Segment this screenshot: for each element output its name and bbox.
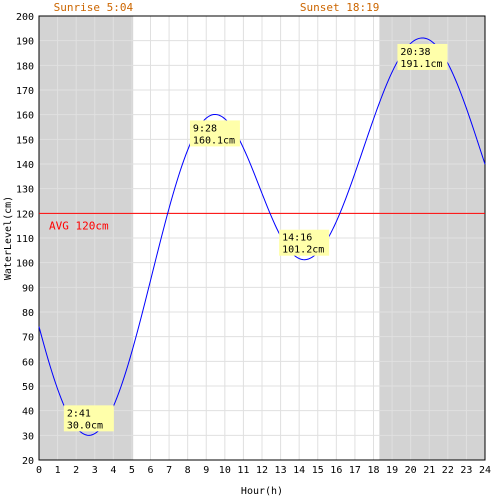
extremum-level-label: 191.1cm (400, 59, 442, 70)
x-tick-label: 12 (256, 465, 268, 476)
plot-border (38, 15, 486, 461)
x-tick-label: 3 (92, 465, 98, 476)
y-tick-label: 180 (16, 61, 34, 72)
y-tick-label: 190 (16, 37, 34, 48)
y-axis-label: WaterLevel(cm) (3, 196, 14, 280)
y-tick-label: 120 (16, 209, 34, 220)
extremum-callout-box (63, 405, 114, 432)
y-tick-label: 70 (22, 333, 34, 344)
extremum-level-label: 30.0cm (67, 420, 103, 431)
sunrise-label: Sunrise 5:04 (54, 1, 134, 14)
average-label: AVG 120cm (49, 219, 109, 232)
x-tick-label: 21 (423, 465, 435, 476)
x-tick-label: 11 (237, 465, 249, 476)
x-tick-label: 13 (275, 465, 287, 476)
y-tick-label: 150 (16, 135, 34, 146)
extremum-callout-box (189, 120, 240, 147)
x-tick-label: 15 (312, 465, 324, 476)
x-axis-label: Hour(h) (241, 486, 283, 497)
x-tick-label: 18 (367, 465, 379, 476)
x-tick-label: 17 (349, 465, 361, 476)
x-tick-label: 16 (330, 465, 342, 476)
extremum-level-label: 101.2cm (282, 245, 324, 256)
y-tick-label: 140 (16, 160, 34, 171)
x-tick-label: 5 (129, 465, 135, 476)
x-tick-label: 9 (203, 465, 209, 476)
y-tick-label: 170 (16, 86, 34, 97)
y-tick-label: 100 (16, 259, 34, 270)
x-tick-label: 24 (479, 465, 491, 476)
y-tick-label: 40 (22, 407, 34, 418)
extremum-callout-box (397, 43, 448, 70)
x-tick-label: 7 (166, 465, 172, 476)
y-tick-label: 50 (22, 382, 34, 393)
y-tick-label: 130 (16, 185, 34, 196)
y-tick-label: 60 (22, 357, 34, 368)
x-tick-label: 19 (386, 465, 398, 476)
x-tick-label: 4 (110, 465, 116, 476)
x-tick-label: 20 (405, 465, 417, 476)
extremum-time-label: 20:38 (400, 47, 430, 58)
y-tick-label: 200 (16, 12, 34, 23)
y-tick-label: 20 (22, 456, 34, 467)
x-tick-label: 2 (73, 465, 79, 476)
x-tick-label: 14 (293, 465, 305, 476)
y-tick-label: 90 (22, 283, 34, 294)
x-tick-label: 8 (185, 465, 191, 476)
x-tick-label: 23 (460, 465, 472, 476)
x-tick-label: 22 (442, 465, 454, 476)
x-tick-label: 10 (219, 465, 231, 476)
y-tick-label: 110 (16, 234, 34, 245)
sunset-label: Sunset 18:19 (300, 1, 379, 14)
y-tick-label: 160 (16, 111, 34, 122)
x-tick-label: 6 (147, 465, 153, 476)
extremum-time-label: 14:16 (282, 233, 312, 244)
x-tick-label: 0 (36, 465, 42, 476)
y-tick-label: 80 (22, 308, 34, 319)
x-tick-label: 1 (55, 465, 61, 476)
y-tick-label: 30 (22, 431, 34, 442)
extremum-time-label: 9:28 (193, 123, 217, 134)
extremum-level-label: 160.1cm (193, 135, 235, 146)
extremum-callout-box (279, 229, 330, 256)
extremum-time-label: 2:41 (67, 408, 91, 419)
